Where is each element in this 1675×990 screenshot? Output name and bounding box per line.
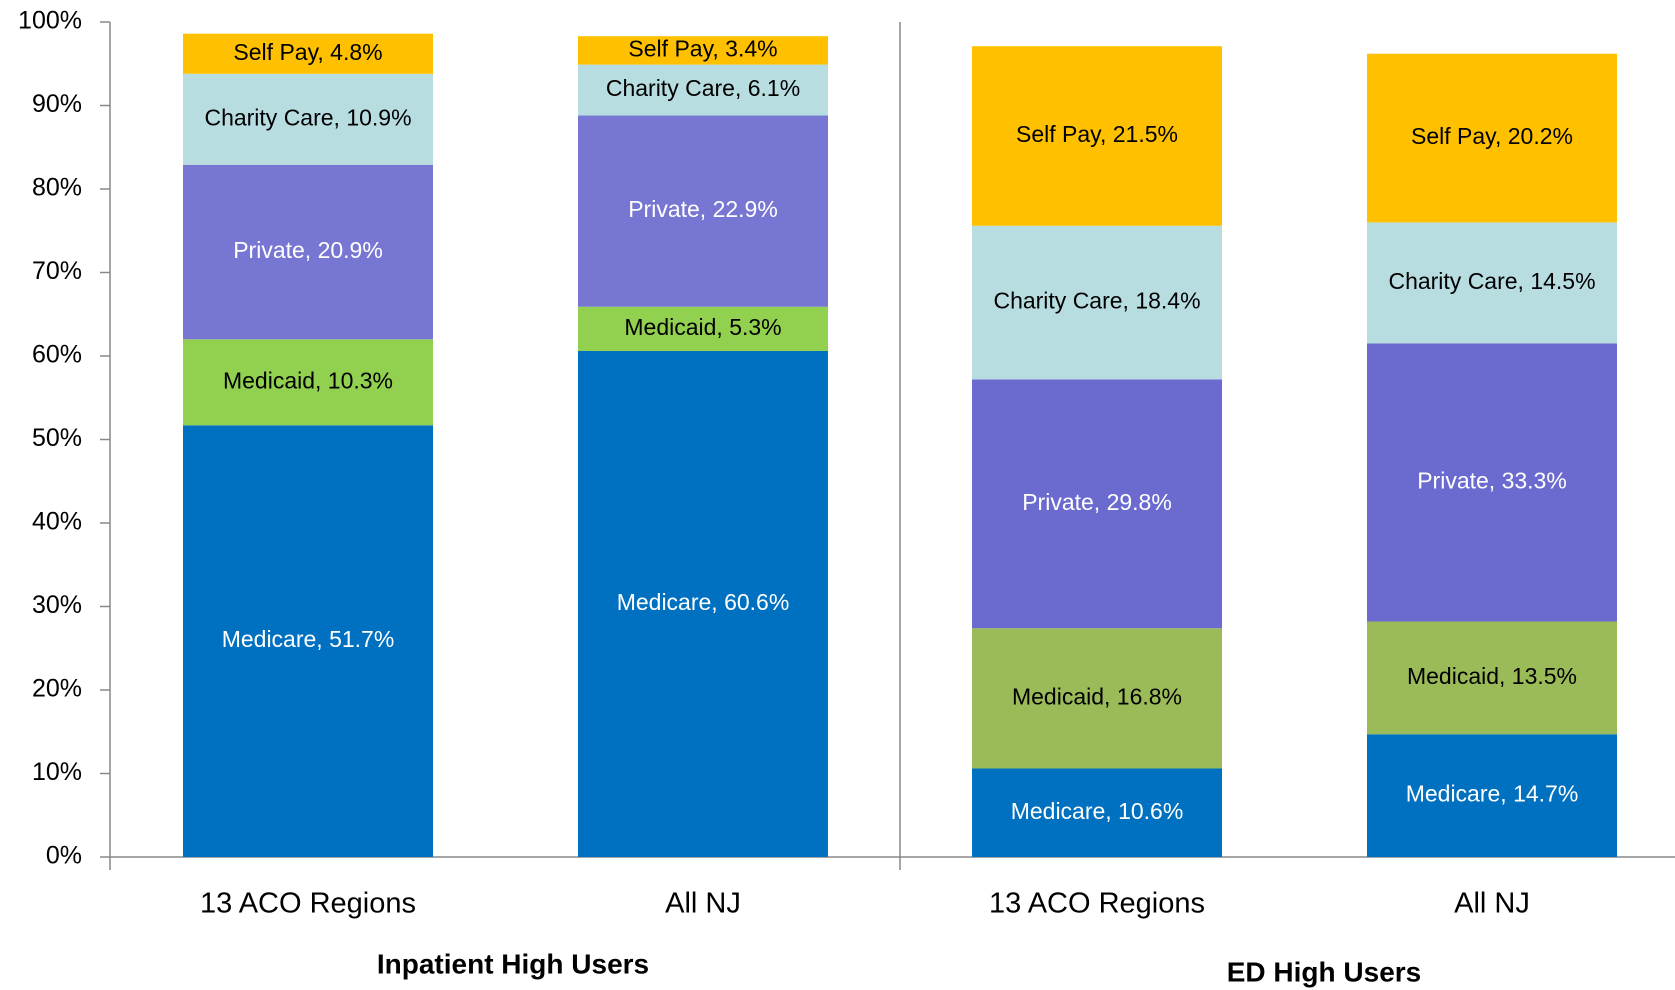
bar-segment (1367, 343, 1617, 622)
data-label: Charity Care, 10.9% (204, 104, 411, 130)
bar-segment (183, 73, 433, 165)
data-label: Medicare, 14.7% (1406, 781, 1579, 807)
data-label: Private, 33.3% (1417, 468, 1567, 494)
bar-segment (183, 33, 433, 74)
data-label: Self Pay, 20.2% (1411, 123, 1573, 149)
bar-segment (972, 46, 1222, 226)
y-tick-label: 60% (32, 341, 82, 369)
bar-segment (1367, 53, 1617, 223)
y-tick-label: 100% (18, 7, 82, 35)
data-label: Medicaid, 10.3% (223, 367, 393, 393)
bar-segment (578, 306, 828, 351)
data-label: Private, 20.9% (233, 237, 383, 263)
bar-segment (972, 628, 1222, 769)
data-label: Medicaid, 16.8% (1012, 683, 1182, 709)
y-tick-label: 70% (32, 257, 82, 285)
data-label: Charity Care, 18.4% (993, 288, 1200, 314)
data-label: Charity Care, 6.1% (606, 75, 800, 101)
data-label: Charity Care, 14.5% (1388, 268, 1595, 294)
bar-segment (578, 64, 828, 116)
y-tick-label: 10% (32, 758, 82, 786)
bar-segment (578, 350, 828, 857)
data-label: Medicare, 51.7% (222, 626, 395, 652)
y-tick-label: 20% (32, 675, 82, 703)
data-label: Medicaid, 13.5% (1407, 663, 1577, 689)
data-label: Private, 22.9% (628, 196, 778, 222)
bar-segment (972, 379, 1222, 629)
group-label: ED High Users (1227, 956, 1422, 987)
y-tick-label: 40% (32, 508, 82, 536)
bar-segment (1367, 222, 1617, 344)
data-label: Medicare, 10.6% (1011, 798, 1184, 824)
bar-segment (578, 36, 828, 65)
bar-segment (1367, 734, 1617, 857)
bar-segment (183, 425, 433, 857)
bar-segment (578, 115, 828, 307)
y-tick-label: 80% (32, 174, 82, 202)
x-tick-label: All NJ (665, 888, 741, 920)
data-label: Medicaid, 5.3% (624, 314, 781, 340)
x-tick-label: 13 ACO Regions (200, 888, 416, 920)
bar-segment (972, 768, 1222, 857)
data-label: Self Pay, 4.8% (233, 39, 382, 65)
data-label: Self Pay, 3.4% (628, 35, 777, 61)
x-tick-label: 13 ACO Regions (989, 888, 1205, 920)
bar-segment (1367, 621, 1617, 735)
bar-segment (972, 225, 1222, 380)
data-label: Medicare, 60.6% (617, 589, 790, 615)
group-label: Inpatient High Users (377, 948, 649, 979)
bar-segment (183, 164, 433, 340)
y-tick-label: 50% (32, 424, 82, 452)
data-label: Private, 29.8% (1022, 489, 1172, 515)
y-tick-label: 30% (32, 591, 82, 619)
data-label: Self Pay, 21.5% (1016, 121, 1178, 147)
x-tick-label: All NJ (1454, 888, 1530, 920)
bar-segment (183, 339, 433, 426)
y-tick-label: 90% (32, 90, 82, 118)
y-tick-label: 0% (46, 842, 82, 870)
